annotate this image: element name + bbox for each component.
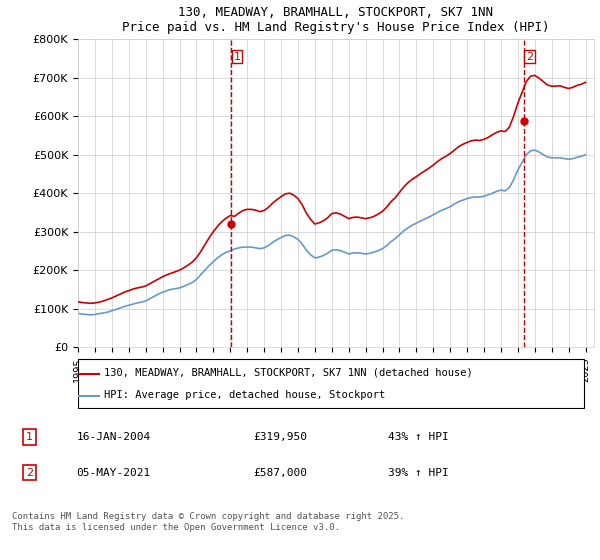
Text: 16-JAN-2004: 16-JAN-2004 [77,432,151,442]
Text: £319,950: £319,950 [253,432,307,442]
FancyBboxPatch shape [78,360,584,408]
Point [74,393,82,400]
Title: 130, MEADWAY, BRAMHALL, STOCKPORT, SK7 1NN
Price paid vs. HM Land Registry's Hou: 130, MEADWAY, BRAMHALL, STOCKPORT, SK7 1… [122,6,550,34]
Text: HPI: Average price, detached house, Stockport: HPI: Average price, detached house, Stoc… [104,390,385,400]
Text: Contains HM Land Registry data © Crown copyright and database right 2025.
This d: Contains HM Land Registry data © Crown c… [12,512,404,532]
Text: 43% ↑ HPI: 43% ↑ HPI [388,432,449,442]
Text: 05-MAY-2021: 05-MAY-2021 [77,468,151,478]
Text: 130, MEADWAY, BRAMHALL, STOCKPORT, SK7 1NN (detached house): 130, MEADWAY, BRAMHALL, STOCKPORT, SK7 1… [104,367,473,377]
Point [95,393,102,400]
Point [74,370,82,377]
Text: 1: 1 [233,52,241,62]
Text: 2: 2 [526,52,533,62]
Text: £587,000: £587,000 [253,468,307,478]
Text: 1: 1 [26,432,33,442]
Text: 39% ↑ HPI: 39% ↑ HPI [388,468,449,478]
Point [95,370,102,377]
Text: 2: 2 [26,468,33,478]
